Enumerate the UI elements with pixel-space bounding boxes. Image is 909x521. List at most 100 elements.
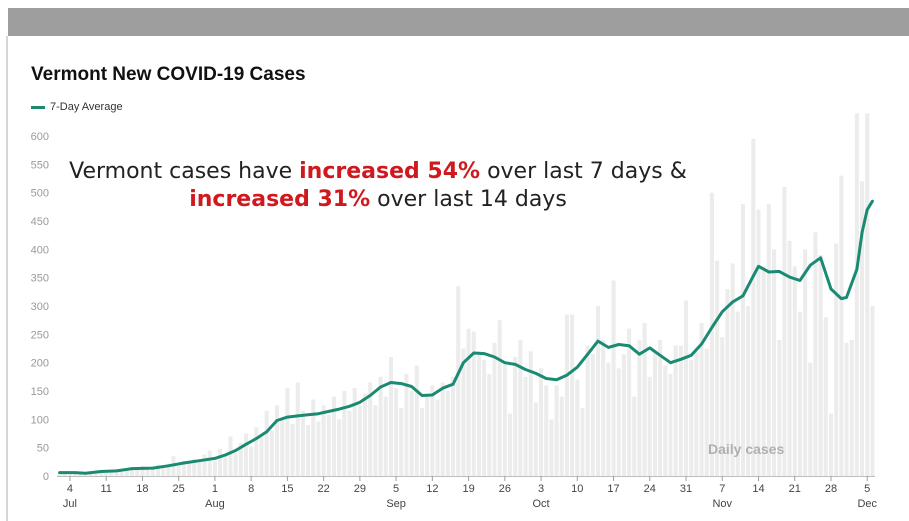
x-tick-label: 18 xyxy=(136,483,148,495)
y-tick-label: 450 xyxy=(31,216,49,228)
x-tick-label: 15 xyxy=(281,483,293,495)
daily-cases-bar xyxy=(487,374,492,476)
daily-cases-bar xyxy=(275,405,280,476)
annotation-line-1: Vermont cases have increased 54% over la… xyxy=(0,158,756,186)
daily-cases-bar xyxy=(601,340,606,476)
daily-cases-bar xyxy=(451,376,456,476)
daily-cases-bar xyxy=(269,430,274,476)
daily-cases-bar xyxy=(331,396,337,476)
daily-cases-bar xyxy=(502,362,507,476)
daily-cases-bar xyxy=(212,461,217,476)
y-tick-label: 150 xyxy=(31,386,49,398)
daily-cases-bar xyxy=(88,473,93,476)
daily-cases-bar xyxy=(823,317,828,476)
daily-cases-bar xyxy=(290,423,295,476)
daily-cases-bar xyxy=(161,468,166,476)
daily-cases-bar xyxy=(440,382,445,476)
x-tick-label: 10 xyxy=(571,483,583,495)
daily-cases-bar xyxy=(145,469,150,476)
daily-cases-bar xyxy=(218,448,223,476)
daily-cases-bar xyxy=(647,376,652,476)
x-tick-label: 8 xyxy=(248,483,254,495)
daily-cases-bar xyxy=(471,331,476,476)
daily-cases-bar xyxy=(311,399,316,476)
x-tick-label: 7 xyxy=(719,483,725,495)
daily-cases-bar xyxy=(166,463,171,476)
daily-cases-bar xyxy=(404,374,409,476)
x-month-label: Sep xyxy=(386,498,406,510)
x-month-label: Aug xyxy=(205,498,225,510)
daily-cases-bar xyxy=(466,328,471,476)
bars-label: Daily cases xyxy=(708,441,784,457)
daily-cases-bar xyxy=(347,410,352,476)
x-tick-label: 11 xyxy=(100,483,111,495)
daily-cases-bar xyxy=(621,354,626,476)
daily-cases-bar xyxy=(507,413,513,476)
y-tick-label: 250 xyxy=(31,329,49,341)
chart-legend: 7-Day Average xyxy=(31,101,123,113)
daily-cases-bar xyxy=(844,342,849,476)
daily-cases-bar xyxy=(435,399,440,476)
daily-cases-bar xyxy=(445,391,450,476)
y-tick-label: 600 xyxy=(31,131,49,143)
x-tick-label: 29 xyxy=(354,483,366,495)
daily-cases-bar xyxy=(300,410,305,476)
daily-cases-bar xyxy=(394,388,399,476)
daily-cases-bar xyxy=(523,376,528,476)
daily-cases-bar xyxy=(518,340,523,476)
daily-cases-bar xyxy=(233,453,238,476)
y-tick-label: 550 xyxy=(31,159,49,171)
daily-cases-bar xyxy=(678,345,683,476)
daily-cases-bar xyxy=(720,337,725,476)
x-tick-label: 19 xyxy=(462,483,474,495)
daily-cases-bar xyxy=(590,354,595,476)
daily-cases-bar xyxy=(611,280,616,476)
y-tick-label: 300 xyxy=(31,301,49,313)
chart-annotation: Vermont cases have increased 54% over la… xyxy=(0,158,756,214)
daily-cases-bar xyxy=(803,249,808,476)
daily-cases-bar xyxy=(337,419,342,476)
y-tick-label: 350 xyxy=(31,273,49,285)
daily-cases-bar xyxy=(368,382,373,476)
y-tick-label: 200 xyxy=(31,358,49,370)
daily-cases-bar xyxy=(766,204,771,476)
daily-cases-bar xyxy=(130,466,135,476)
top-bar xyxy=(8,8,909,36)
daily-cases-bar xyxy=(839,175,844,476)
daily-cases-bar xyxy=(176,465,181,476)
daily-cases-bar xyxy=(73,472,78,476)
daily-cases-bar xyxy=(689,359,694,476)
annotation-line-1-prefix: Vermont cases have xyxy=(69,159,300,184)
daily-cases-bar xyxy=(834,243,839,476)
x-tick-label: 22 xyxy=(318,483,330,495)
daily-cases-bar xyxy=(777,340,782,476)
daily-cases-bar xyxy=(797,311,802,476)
x-tick-label: 14 xyxy=(752,483,764,495)
daily-cases-bar xyxy=(357,405,362,476)
daily-cases-bar xyxy=(865,113,870,476)
x-tick-label: 5 xyxy=(864,483,870,495)
x-tick-label: 26 xyxy=(499,483,511,495)
x-tick-label: 12 xyxy=(426,483,438,495)
daily-cases-bar xyxy=(818,255,823,476)
daily-cases-bar xyxy=(57,473,62,476)
daily-cases-bar xyxy=(342,391,347,476)
daily-cases-bar xyxy=(725,289,730,476)
daily-cases-bar xyxy=(192,459,197,476)
daily-cases-bar xyxy=(513,357,518,476)
daily-cases-bar xyxy=(740,204,746,476)
daily-cases-bar xyxy=(756,209,761,476)
daily-cases-bar xyxy=(119,470,124,476)
daily-cases-bar xyxy=(782,187,787,476)
daily-cases-bar xyxy=(570,314,575,476)
daily-cases-bar xyxy=(109,471,114,476)
daily-cases-bar xyxy=(575,379,580,476)
daily-cases-bar xyxy=(813,232,818,476)
daily-cases-bar xyxy=(280,419,285,476)
x-tick-label: 24 xyxy=(644,483,656,495)
daily-cases-bar xyxy=(787,240,792,476)
daily-cases-bar xyxy=(730,263,735,476)
daily-cases-bar xyxy=(409,391,414,476)
daily-cases-bar xyxy=(295,382,300,476)
